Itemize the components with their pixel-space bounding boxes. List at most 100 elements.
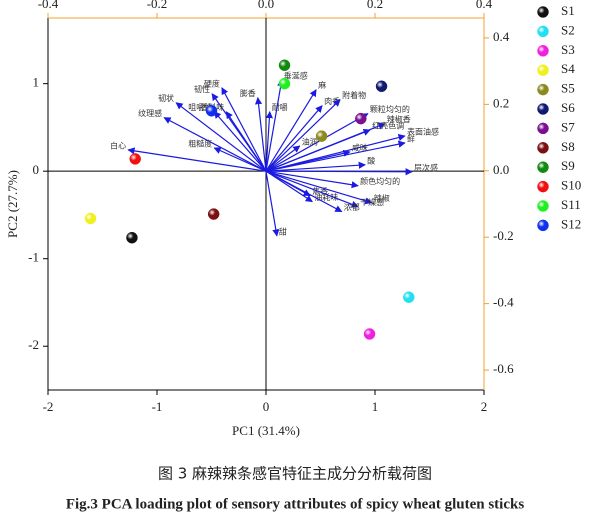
loading-vector: [265, 149, 351, 172]
x2-tick-label: 0.2: [367, 0, 383, 11]
legend-marker: [537, 25, 549, 38]
loading-label: 麻: [318, 80, 326, 90]
sample-point: [375, 80, 388, 93]
legend-label: S1: [561, 3, 575, 18]
x-axis-label: PC1 (31.4%): [232, 423, 300, 438]
loading-vector: [265, 171, 280, 237]
y2-tick-label: -0.2: [493, 228, 514, 243]
loading-vector: [265, 110, 273, 172]
y2-tick-label: 0.2: [493, 95, 509, 110]
y-tick-label: -2: [28, 337, 39, 352]
sample-point: [207, 208, 220, 220]
y2-tick-label: -0.6: [493, 361, 514, 376]
sample-point: [363, 328, 376, 340]
y-axis-label: PC2 (27.7%): [5, 170, 20, 238]
legend-marker: [537, 45, 549, 57]
loading-label: 辣椒: [374, 193, 390, 203]
loading-vector: [265, 170, 359, 208]
loading-label: 附着物: [342, 90, 366, 100]
x2-tick-label: -0.4: [38, 0, 59, 11]
loading-vector: [254, 96, 267, 172]
legend-marker: [537, 200, 549, 212]
loading-vector: [213, 111, 267, 172]
x-tick-label: -2: [43, 399, 54, 414]
loading-vector: [265, 145, 301, 172]
loading-label: 油润: [302, 136, 318, 146]
legend-label: S5: [561, 81, 575, 96]
x-tick-label: 0: [263, 399, 270, 414]
sample-point: [126, 231, 138, 244]
loading-label: 韧性: [194, 84, 210, 94]
sample-point: [315, 130, 328, 142]
x2-tick-label: -0.2: [147, 0, 168, 11]
legend-marker: [537, 6, 549, 18]
sample-point: [129, 153, 141, 165]
legend-label: S2: [561, 22, 575, 37]
loading-label: 干燥感: [360, 197, 384, 207]
loading-vector: [265, 113, 369, 172]
legend-label: S10: [561, 178, 581, 193]
loading-label: 咀嚼性: [188, 102, 212, 112]
loading-vector: [265, 170, 313, 203]
x-tick-label: 1: [372, 399, 379, 414]
loading-label: 酸: [367, 155, 375, 165]
loading-label: 咸味: [352, 142, 368, 152]
loading-label: 焦香: [312, 186, 328, 196]
loading-vector: [221, 87, 267, 172]
x2-tick-label: 0.4: [476, 0, 493, 11]
y-tick-label: -1: [28, 250, 39, 265]
loading-vector: [175, 102, 267, 172]
legend-marker: [537, 142, 549, 154]
loading-vector: [265, 161, 366, 172]
loading-label: 膨香: [240, 88, 256, 98]
legend-label: S9: [561, 158, 575, 173]
y-tick-label: 0: [33, 162, 40, 177]
y2-tick-label: -0.4: [493, 295, 514, 310]
loading-vector: [265, 170, 343, 213]
legend-label: S4: [561, 61, 575, 76]
legend-label: S8: [561, 139, 575, 154]
loading-label: 硬度: [204, 78, 220, 88]
loading-vector: [265, 89, 317, 172]
loading-label: 浓郁: [344, 202, 360, 212]
x-tick-label: 2: [481, 399, 488, 414]
sample-point: [84, 212, 97, 225]
loading-label: 纹理感: [138, 108, 162, 118]
loading-vector: [213, 147, 267, 172]
sample-point: [355, 112, 367, 125]
loading-vector: [265, 140, 406, 172]
loading-vector: [265, 170, 359, 189]
loading-label: 颗粒均匀的: [370, 104, 410, 114]
loading-vector: [265, 105, 323, 172]
loading-vector: [265, 168, 413, 176]
legend-label: S7: [561, 119, 575, 134]
loading-label: 垂涎感: [284, 70, 308, 80]
x-tick-label: -1: [152, 399, 163, 414]
sample-point: [278, 59, 291, 72]
loading-label: 辣椒香: [387, 114, 411, 124]
loading-vector: [265, 170, 373, 205]
loading-label: 粗糙度: [188, 138, 212, 148]
legend-marker: [537, 219, 549, 232]
loading-label: 白心: [110, 140, 126, 150]
loading-vector: [127, 147, 267, 172]
loading-label: 甜: [279, 226, 287, 236]
loading-label: 耐嚼: [272, 102, 288, 112]
loading-label: 韧状: [158, 93, 174, 103]
sample-point: [278, 77, 291, 90]
loading-vector: [225, 111, 267, 172]
legend-marker: [537, 103, 549, 115]
loading-label: 油耗味: [314, 192, 338, 202]
y-tick-label: 1: [33, 75, 40, 90]
legend-marker: [537, 180, 549, 193]
legend-marker: [537, 83, 549, 96]
loading-label: 颜色均匀的: [360, 176, 400, 186]
loading-vector: [265, 128, 371, 172]
loading-label: 层次感: [414, 162, 438, 172]
y2-tick-label: 0.4: [493, 29, 510, 44]
legend-marker: [537, 64, 549, 76]
caption-en: Fig.3 PCA loading plot of sensory attrib…: [66, 496, 525, 512]
loading-vector: [265, 79, 285, 172]
legend-label: S3: [561, 42, 575, 57]
